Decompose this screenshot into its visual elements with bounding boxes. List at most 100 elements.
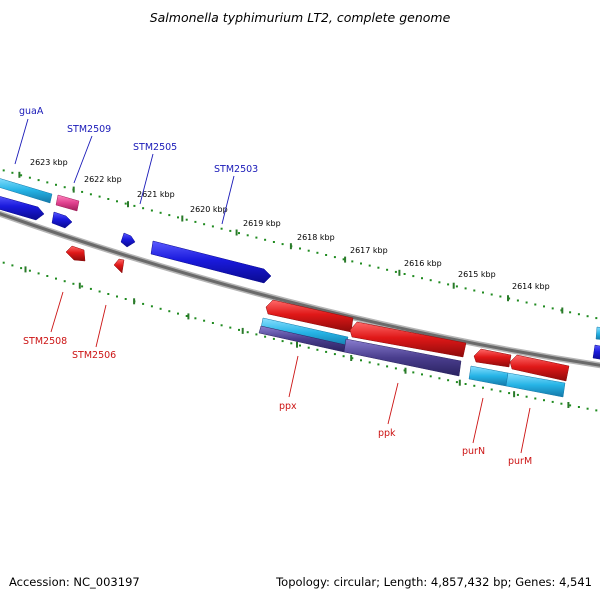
cog-block-ppk[interactable] xyxy=(343,338,462,377)
outer-scale-minor-tick xyxy=(116,200,118,203)
inner-scale-minor-tick xyxy=(429,375,432,378)
leader-stm2503 xyxy=(221,175,235,225)
outer-scale-minor-tick xyxy=(203,223,206,226)
cog-block-purM[interactable] xyxy=(505,372,566,398)
label-guaA[interactable]: guaA xyxy=(19,106,44,117)
outer-scale-minor-tick xyxy=(159,211,162,214)
inner-scale-minor-tick xyxy=(333,353,336,356)
gene-stm2506[interactable] xyxy=(113,258,125,274)
inner-scale-minor-tick xyxy=(159,307,162,310)
outer-scale-minor-tick xyxy=(20,174,23,177)
inner-scale-minor-tick xyxy=(516,393,519,396)
inner-scale-minor-tick xyxy=(595,409,598,412)
label-stm2508[interactable]: STM2508 xyxy=(23,336,67,347)
outer-scale-minor-tick xyxy=(394,270,397,273)
forward-gene-track xyxy=(0,195,600,360)
gene-purM[interactable] xyxy=(509,354,570,382)
outer-scale-minor-tick xyxy=(281,243,284,246)
label-ppx[interactable]: ppx xyxy=(279,401,297,412)
outer-scale-minor-tick xyxy=(508,297,511,300)
cog-block-purN[interactable] xyxy=(468,365,509,387)
label-purN[interactable]: purN xyxy=(462,446,485,457)
scale-label-2621: 2621 kbp xyxy=(137,190,175,199)
inner-scale-minor-tick xyxy=(229,326,232,329)
inner-scale-minor-tick xyxy=(342,355,345,358)
inner-scale-minor-tick xyxy=(116,295,118,298)
inner-scale-minor-tick xyxy=(46,275,49,277)
inner-scale-minor-tick xyxy=(255,333,258,336)
inner-scale-minor-tick xyxy=(185,315,188,317)
outer-scale-minor-tick xyxy=(586,315,589,318)
inner-scale-minor-tick xyxy=(464,383,467,385)
gene-stm2503[interactable] xyxy=(150,240,272,284)
gene-ppx[interactable] xyxy=(265,299,354,333)
forward-gene-labels: guaA STM2509 STM2505 STM2503 xyxy=(14,106,258,225)
outer-scale-minor-tick xyxy=(255,236,258,239)
inner-scale-minor-tick xyxy=(37,272,40,275)
outer-scale-minor-tick xyxy=(46,181,49,184)
cog-block-stm2509[interactable] xyxy=(55,194,80,212)
inner-scale-minor-tick xyxy=(499,390,502,393)
inner-scale-minor-tick xyxy=(307,346,310,349)
outer-scale-minor-tick xyxy=(272,241,275,243)
label-stm2506[interactable]: STM2506 xyxy=(72,350,116,361)
outer-scale-minor-tick xyxy=(551,307,554,310)
inner-scale-minor-tick xyxy=(473,384,476,387)
inner-scale-minor-tick xyxy=(98,290,101,293)
scale-label-2616: 2616 kbp xyxy=(404,259,442,268)
cog-block-edge[interactable] xyxy=(595,326,600,340)
gene-edge[interactable] xyxy=(592,344,600,360)
inner-scale-minor-tick xyxy=(525,395,528,398)
gene-stm2505[interactable] xyxy=(120,232,136,248)
inner-scale-minor-tick xyxy=(194,317,197,320)
inner-scale-minor-tick xyxy=(246,331,249,334)
outer-scale-minor-tick xyxy=(455,285,458,288)
gene-purN[interactable] xyxy=(473,348,512,368)
reverse-gene-track xyxy=(65,245,570,382)
leader-ppk xyxy=(387,382,399,425)
outer-scale-minor-tick xyxy=(37,179,40,182)
outer-scale-minor-tick xyxy=(316,251,319,254)
label-purM[interactable]: purM xyxy=(508,456,532,467)
outer-scale-minor-tick xyxy=(525,301,528,304)
inner-scale-minor-tick xyxy=(272,337,275,340)
scale-label-2620: 2620 kbp xyxy=(190,205,228,214)
outer-scale-minor-tick xyxy=(89,193,92,196)
gene-guaA[interactable] xyxy=(0,195,45,221)
gene-stm2508[interactable] xyxy=(65,245,86,262)
outer-scale-minor-tick xyxy=(98,195,101,198)
outer-scale-minor-tick xyxy=(185,218,188,221)
outer-scale-minor-tick xyxy=(403,273,406,275)
outer-scale-ticks xyxy=(2,169,598,320)
outer-scale-minor-tick xyxy=(342,258,345,261)
outer-scale-minor-tick xyxy=(473,289,476,292)
outer-scale-minor-tick xyxy=(246,234,249,237)
genome-backbone xyxy=(0,212,600,367)
gene-stm2509[interactable] xyxy=(51,211,73,229)
inner-scale-minor-tick xyxy=(150,305,153,308)
outer-scale-minor-tick xyxy=(229,229,232,232)
outer-scale-minor-tick xyxy=(516,299,519,302)
outer-scale-minor-tick xyxy=(412,275,415,278)
outer-scale-minor-tick xyxy=(325,254,328,256)
inner-scale-minor-tick xyxy=(490,388,493,391)
inner-scale-minor-tick xyxy=(28,269,31,272)
label-ppk[interactable]: ppk xyxy=(378,428,396,439)
label-stm2509[interactable]: STM2509 xyxy=(67,124,111,135)
label-stm2503[interactable]: STM2503 xyxy=(214,164,258,175)
outer-scale-minor-tick xyxy=(2,169,5,172)
inner-scale-minor-tick xyxy=(482,386,484,389)
scale-label-2623: 2623 kbp xyxy=(30,158,68,167)
outer-scale-minor-tick xyxy=(238,232,240,235)
label-stm2505[interactable]: STM2505 xyxy=(133,142,177,153)
leader-stm2508 xyxy=(50,291,64,333)
gene-ppk[interactable] xyxy=(349,321,467,358)
reverse-gene-labels: STM2508 STM2506 ppx ppk purN purM xyxy=(23,291,532,467)
leader-stm2509 xyxy=(73,135,93,184)
scale-label-2622: 2622 kbp xyxy=(84,175,122,184)
cog-block-guaA[interactable] xyxy=(0,177,53,204)
inner-scale-minor-tick xyxy=(168,310,171,313)
scale-label-2618: 2618 kbp xyxy=(297,233,335,242)
inner-scale-minor-tick xyxy=(11,264,14,267)
